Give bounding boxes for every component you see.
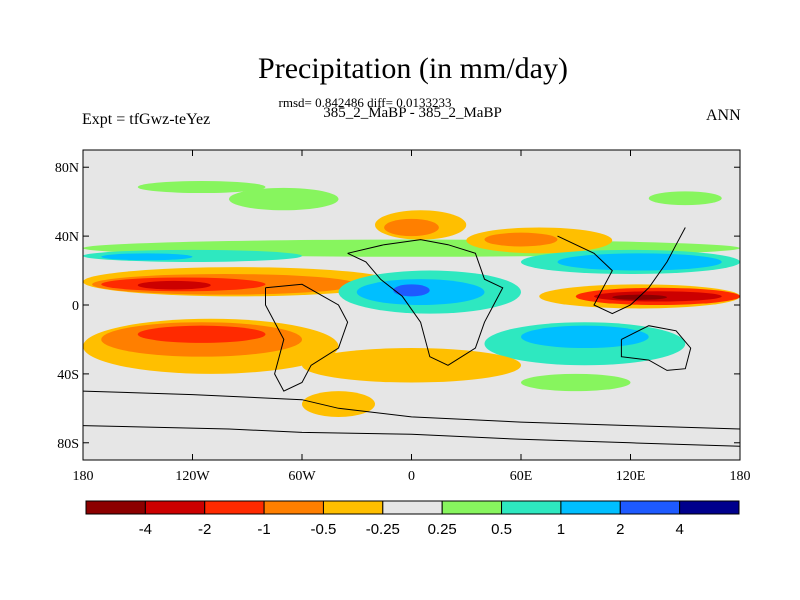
coastline-3 [265,283,349,392]
colorbar-swatch-2 [204,500,265,515]
colorbar-label-3: -0.5 [311,521,337,538]
axis-ticks: 180 120W 60W 0 60E 120E 180 80N 40N 0 40S 80S [55,150,751,484]
stats-line: rmsd= 0.842486 diff= 0.0133233 [278,95,452,110]
anomaly-region-21 [557,253,722,271]
x-tick-label-6: 180 [730,469,751,484]
colorbar-label-9: 4 [675,521,683,538]
coastline-4 [557,227,686,315]
anomaly-region-17 [384,218,439,237]
anomaly-region-28 [302,348,521,383]
coastline-5 [620,325,692,371]
anomaly-region-1 [229,187,339,211]
chart-subtitle: 385_2_MaBP - 385_2_MaBP [323,105,502,121]
y-tick-label-2: 0 [72,299,79,314]
coastline-0 [83,390,740,430]
coastlines [83,227,740,447]
colorbar-label-5: 0.25 [428,521,457,538]
y-tick-label-3: 40S [57,368,79,383]
anomaly-region-29 [521,373,631,392]
anomaly-field [83,181,740,417]
colorbar: -4 -2 -1 -0.5 -0.25 0.25 0.5 1 2 4 [85,500,740,538]
anomaly-region-25 [612,294,667,300]
chart-title: Precipitation (in mm/day) [258,52,568,85]
anomaly-region-27 [521,325,649,349]
anomaly-region-15 [393,284,430,297]
colorbar-label-0: -4 [139,521,152,538]
anomaly-region-0 [137,181,266,194]
colorbar-label-6: 0.5 [491,521,512,538]
colorbar-label-2: -1 [257,521,270,538]
season-label: ANN [706,107,741,124]
colorbar-swatch-0 [85,500,146,515]
colorbar-label-1: -2 [198,521,211,538]
x-tick-label-3: 0 [408,469,415,484]
colorbar-swatch-6 [441,500,503,515]
anomaly-region-30 [302,391,375,417]
x-tick-label-0: 180 [73,469,94,484]
x-tick-label-2: 60W [288,469,316,484]
anomaly-region-9 [137,280,211,290]
coastline-1 [83,425,740,447]
y-tick-label-1: 40N [55,230,79,245]
colorbar-swatch-3 [263,500,324,515]
x-tick-label-5: 120E [616,469,646,484]
x-tick-label-4: 60E [510,469,533,484]
x-tick-label-1: 120W [175,469,210,484]
colorbar-label-8: 2 [616,521,624,538]
anomaly-region-12 [137,325,266,343]
colorbar-label-4: -0.25 [366,521,400,538]
colorbar-label-7: 1 [557,521,565,538]
colorbar-swatch-7 [501,500,562,515]
y-tick-label-0: 80N [55,161,79,176]
anomaly-region-2 [648,191,722,206]
anomaly-region-19 [484,232,558,247]
colorbar-swatch-8 [560,500,621,515]
colorbar-swatch-1 [144,500,206,515]
anomaly-region-5 [101,253,193,261]
colorbar-swatch-4 [322,500,384,515]
colorbar-swatch-10 [679,500,740,515]
experiment-label: Expt = tfGwz-teYez [82,111,211,128]
y-tick-label-4: 80S [57,437,79,452]
colorbar-swatch-5 [382,500,443,515]
coastline-2 [347,239,504,366]
colorbar-swatch-9 [619,500,681,515]
